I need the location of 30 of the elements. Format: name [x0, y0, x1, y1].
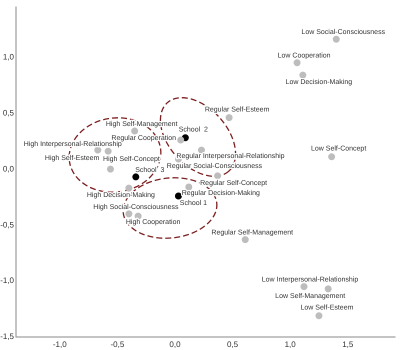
x-tick-label: -0,5 [110, 340, 125, 350]
point [131, 128, 138, 135]
point [332, 36, 340, 43]
point [174, 192, 182, 200]
point [300, 283, 308, 290]
y-tick-label: -1,5 [0, 332, 15, 342]
x-tick-label: 0,5 [227, 340, 239, 350]
point [106, 166, 114, 173]
y-tick-label: -0,5 [0, 220, 15, 230]
point [177, 136, 184, 144]
point [226, 114, 233, 122]
point [242, 236, 249, 244]
point [328, 153, 336, 160]
y-tick-label: 0,0 [2, 164, 15, 174]
x-tick-label: -1,0 [52, 340, 68, 350]
point [299, 72, 306, 79]
y-tick-label: -1,0 [0, 276, 15, 286]
point [104, 148, 112, 155]
y-tick-label: 1,0 [2, 52, 15, 62]
y-tick-label: 0,5 [2, 108, 15, 118]
point [214, 172, 222, 180]
point [324, 285, 332, 292]
point [132, 173, 140, 180]
point [125, 210, 132, 218]
point [315, 312, 322, 320]
point [125, 184, 132, 192]
x-tick-label: 0,0 [169, 340, 182, 350]
x-tick-label: 1,5 [342, 340, 354, 350]
point [294, 59, 301, 66]
x-tick-label: 1,0 [284, 340, 296, 350]
